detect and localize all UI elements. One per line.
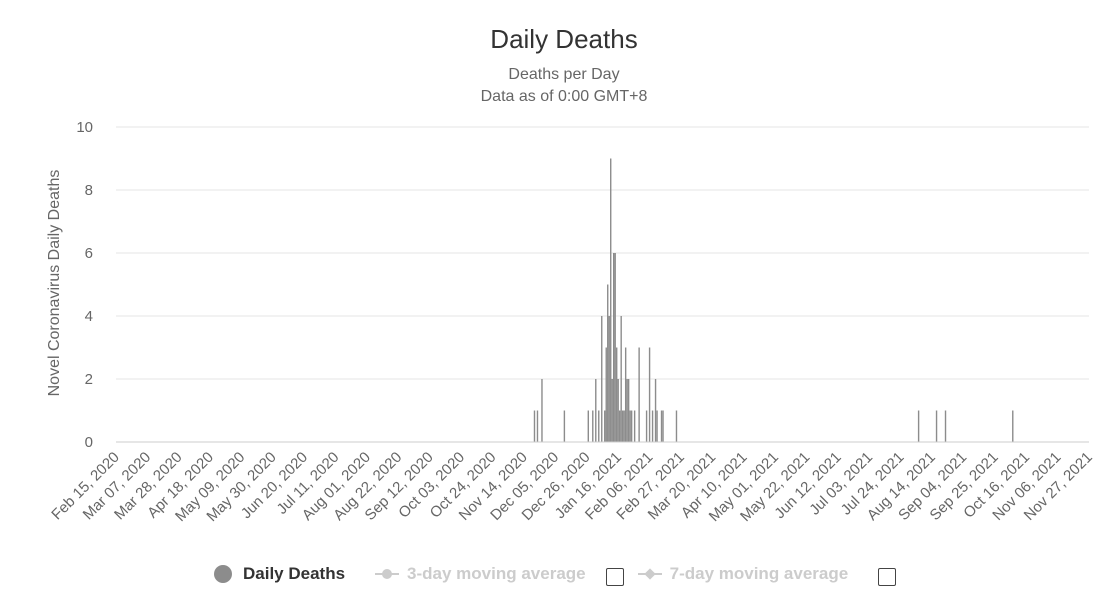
daily-deaths-bar[interactable]: [605, 347, 607, 443]
chart-subtitle: Deaths per Day: [508, 66, 620, 83]
y-tick-label: 0: [85, 434, 93, 451]
daily-deaths-bar[interactable]: [917, 410, 920, 443]
legend-checkbox-7-day-average[interactable]: [878, 568, 897, 586]
daily-deaths-bar[interactable]: [620, 316, 622, 442]
daily-deaths-chart: 0 2 4 6 8 10 Novel Coronavirus Daily Deaths F…: [46, 119, 1096, 525]
grid-lines: [116, 126, 1089, 380]
daily-deaths-bar[interactable]: [611, 379, 613, 442]
daily-deaths-bar[interactable]: [624, 347, 627, 443]
legend-line-diamond-icon: [637, 568, 662, 580]
daily-deaths-bar[interactable]: [623, 410, 625, 443]
daily-deaths-bar[interactable]: [541, 379, 543, 442]
daily-deaths-bar[interactable]: [598, 410, 600, 443]
y-tick-label: 4: [85, 308, 93, 325]
daily-deaths-bar[interactable]: [587, 410, 589, 443]
daily-deaths-bar[interactable]: [621, 410, 624, 443]
chart-legend: Daily Deaths 3-day moving average 7-day …: [214, 562, 897, 586]
chart-data-date-note: Data as of 0:00 GMT+8: [480, 88, 648, 105]
daily-deaths-bar[interactable]: [633, 410, 636, 443]
legend-item-daily-deaths[interactable]: Daily Deaths: [214, 564, 345, 584]
y-tick-label: 2: [85, 371, 93, 388]
daily-deaths-bar[interactable]: [616, 347, 618, 443]
daily-deaths-bar[interactable]: [654, 379, 657, 442]
daily-deaths-bar[interactable]: [613, 253, 615, 442]
legend-checkbox-3-day-average[interactable]: [605, 568, 624, 586]
legend-item-7-day-average[interactable]: 7-day moving average: [637, 564, 849, 584]
daily-deaths-bar[interactable]: [626, 379, 628, 442]
y-axis-ticks: 0 2 4 6 8 10: [76, 119, 93, 451]
y-tick-label: 8: [85, 182, 93, 199]
daily-deaths-bar[interactable]: [648, 347, 651, 443]
legend-label-3-day-average: 3-day moving average: [407, 564, 586, 583]
daily-deaths-bar[interactable]: [614, 253, 616, 442]
daily-deaths-bar[interactable]: [935, 410, 938, 443]
daily-deaths-bar[interactable]: [607, 284, 609, 443]
daily-deaths-bar[interactable]: [610, 158, 612, 443]
chart-title: Daily Deaths: [490, 24, 638, 54]
y-tick-label: 6: [85, 245, 93, 262]
daily-deaths-bar[interactable]: [645, 410, 648, 443]
legend-circle-icon: [214, 565, 232, 583]
daily-deaths-bar[interactable]: [592, 410, 594, 443]
bar-series: [533, 158, 1014, 443]
daily-deaths-bar[interactable]: [601, 316, 603, 442]
daily-deaths-bar[interactable]: [563, 410, 566, 443]
daily-deaths-bar[interactable]: [1012, 410, 1014, 443]
daily-deaths-bar[interactable]: [617, 379, 619, 442]
daily-deaths-bar[interactable]: [595, 379, 597, 442]
legend-label-7-day-average: 7-day moving average: [669, 564, 849, 583]
daily-deaths-bar[interactable]: [944, 410, 947, 443]
daily-deaths-bar[interactable]: [662, 410, 664, 443]
daily-deaths-bar[interactable]: [536, 410, 539, 443]
daily-deaths-bar[interactable]: [533, 410, 536, 443]
daily-deaths-bar[interactable]: [675, 410, 678, 443]
daily-deaths-bar[interactable]: [651, 410, 654, 443]
legend-line-dot-icon: [375, 569, 400, 579]
y-tick-label: 10: [76, 119, 93, 136]
y-axis-label: Novel Coronavirus Daily Deaths: [46, 170, 63, 397]
daily-deaths-bar[interactable]: [604, 410, 606, 443]
legend-item-3-day-average[interactable]: 3-day moving average: [375, 564, 586, 584]
daily-deaths-bar[interactable]: [618, 410, 621, 443]
daily-deaths-bar[interactable]: [627, 379, 630, 442]
daily-deaths-bar[interactable]: [608, 316, 610, 442]
daily-deaths-bar[interactable]: [629, 410, 631, 443]
daily-deaths-bar[interactable]: [656, 410, 658, 443]
daily-deaths-bar[interactable]: [638, 347, 640, 443]
daily-deaths-bar[interactable]: [660, 410, 663, 443]
legend-label-daily-deaths: Daily Deaths: [243, 564, 346, 583]
daily-deaths-bar[interactable]: [630, 410, 633, 443]
